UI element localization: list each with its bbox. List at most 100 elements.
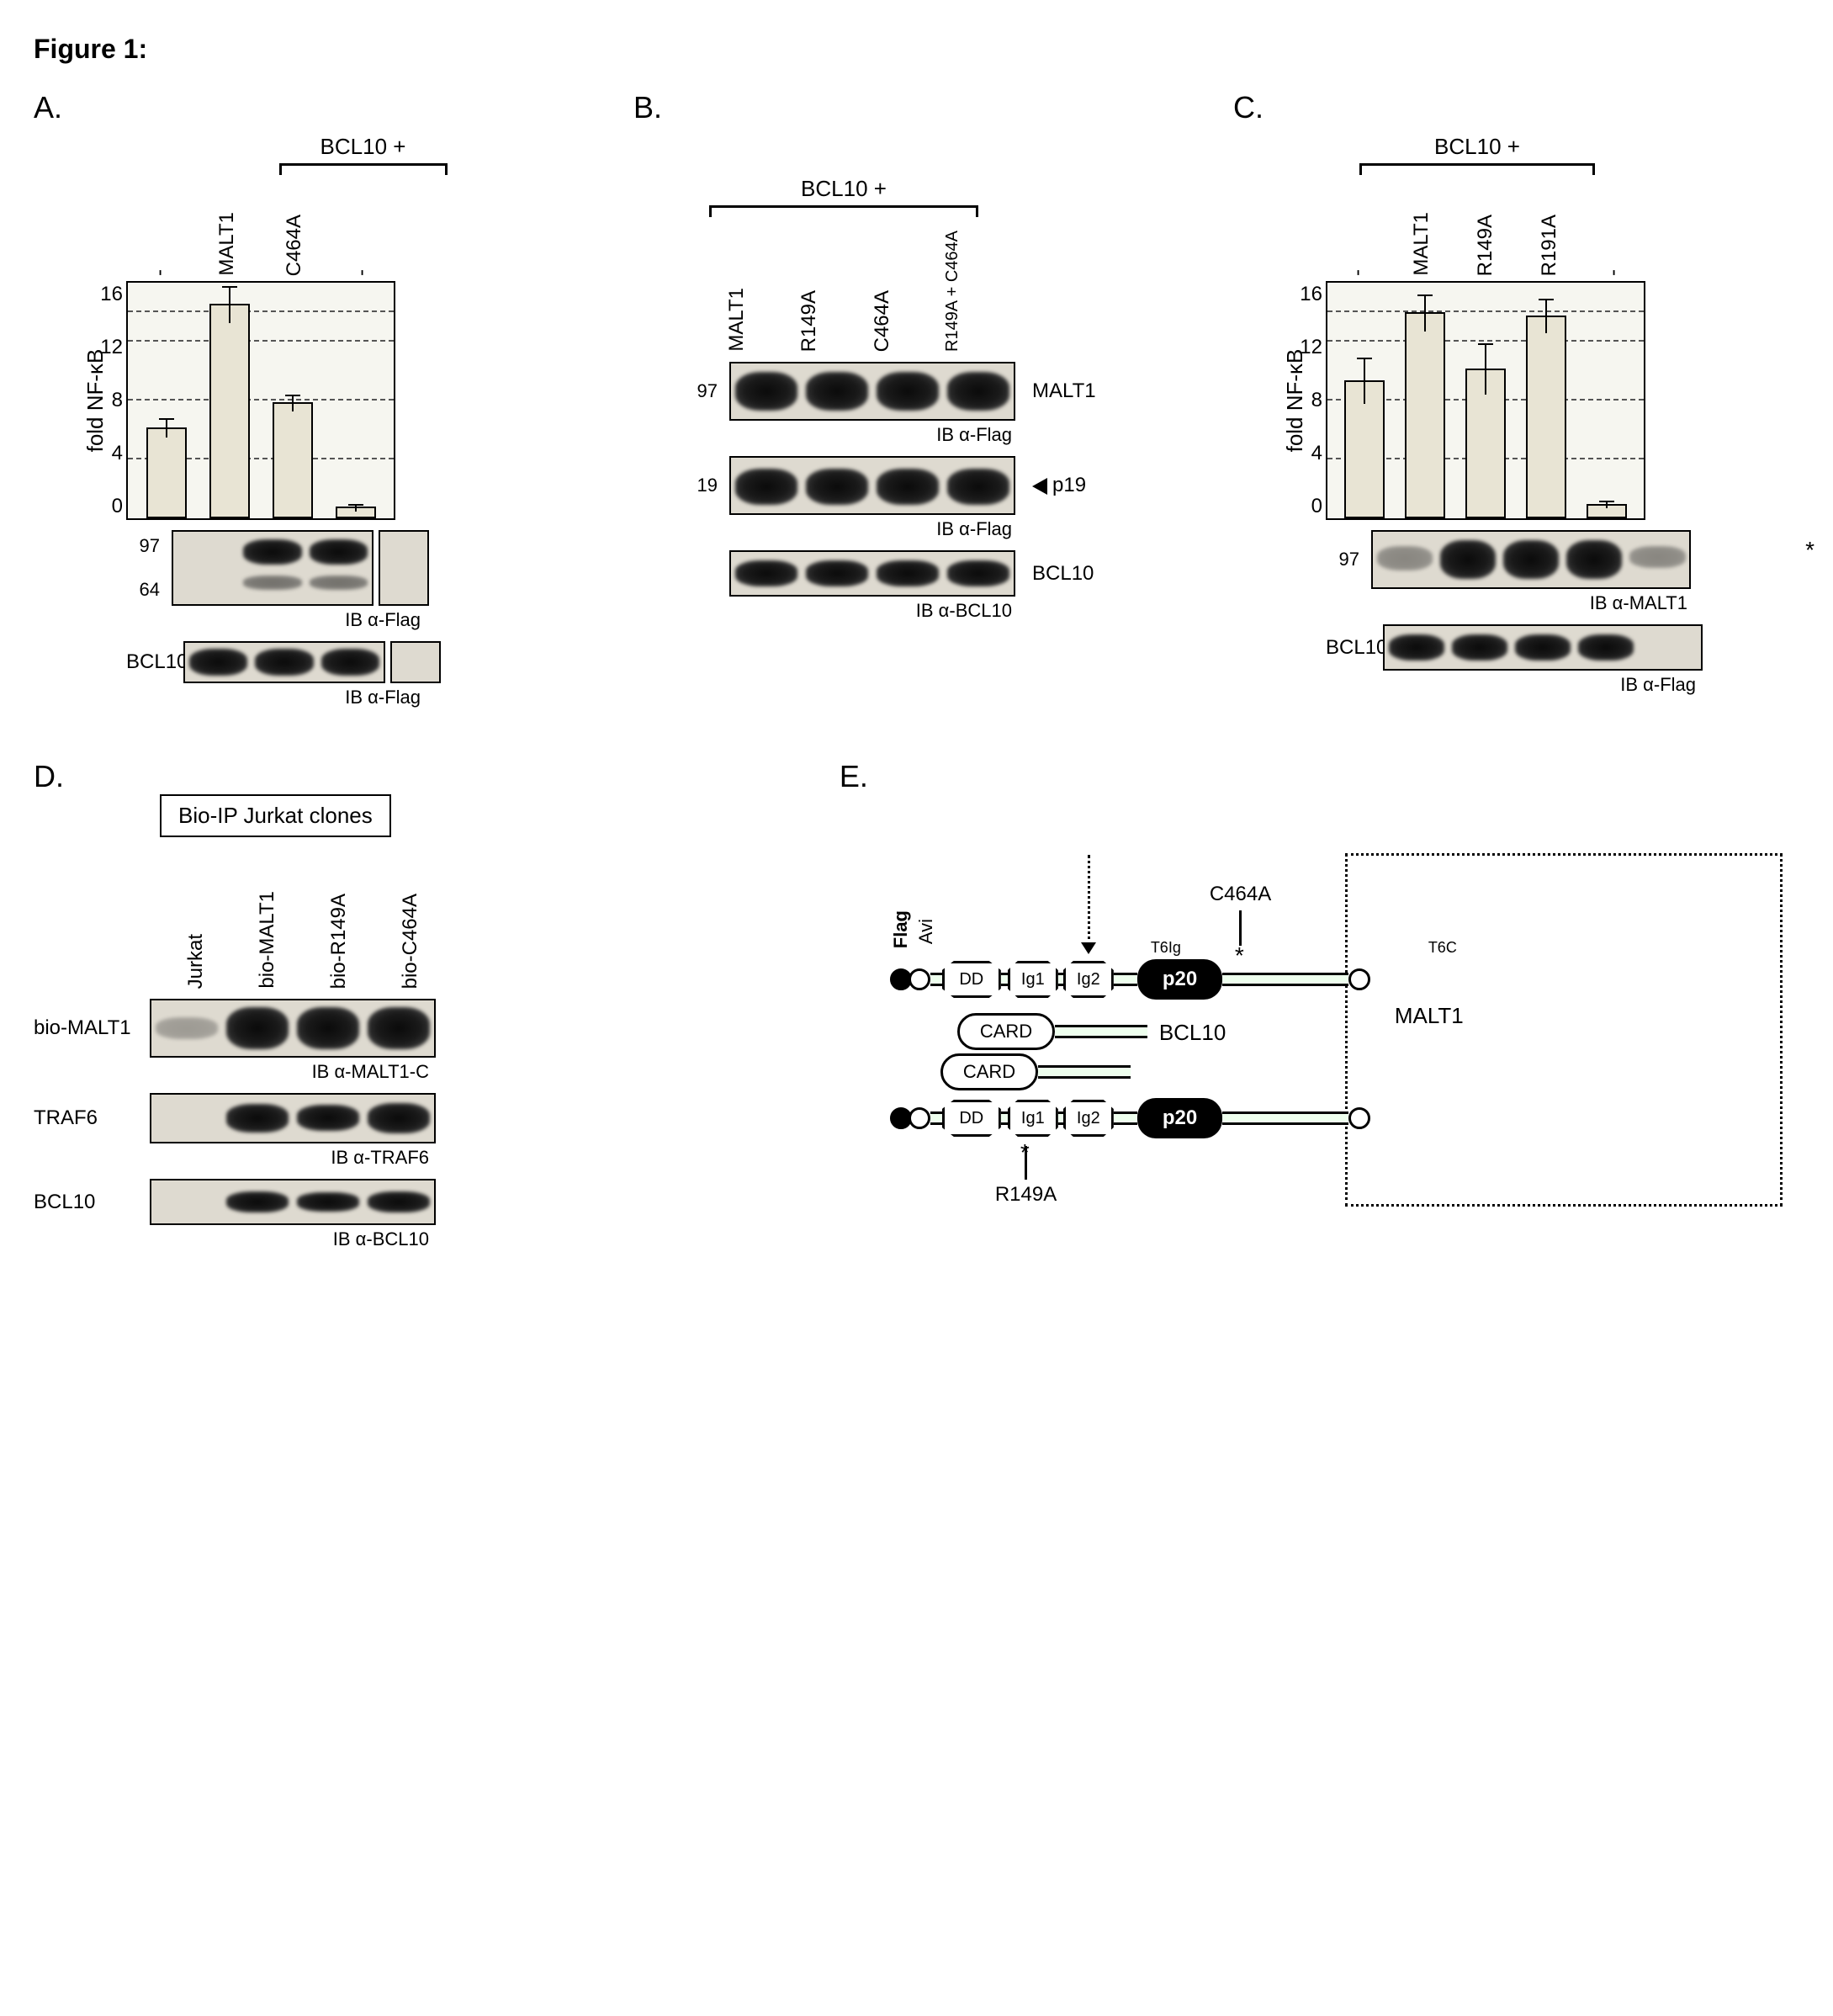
arrowhead-icon [1081, 942, 1096, 954]
mutation-line [1025, 1146, 1027, 1180]
bcl10-label: BCL10 [1159, 1020, 1226, 1046]
blot-caption: IB α-Flag [1326, 674, 1696, 696]
bracket [709, 205, 978, 217]
mw-marker: 19 [684, 475, 723, 496]
blot-d3 [150, 1179, 436, 1225]
tag-label: Flag [890, 910, 912, 948]
bcl10-top: CARD [957, 1013, 1147, 1050]
blot-a1-ctrl [379, 530, 429, 606]
cond-label: - [1346, 269, 1369, 276]
barchart-c: fold NF-κB 1612840 [1326, 281, 1645, 520]
blot-c1 [1371, 530, 1691, 589]
bar [146, 427, 187, 519]
cond-label: MALT1 [215, 212, 239, 276]
panel-c: C. BCL10 + - MALT1 R149A R191A - fold NF… [1233, 90, 1799, 708]
panel-d-letter: D. [34, 759, 772, 794]
cond-label: R191A [1538, 215, 1561, 276]
panel-d-box-title: Bio-IP Jurkat clones [160, 794, 391, 837]
cond-label: MALT1 [1410, 212, 1433, 276]
domain-ig2: Ig2 [1063, 1100, 1114, 1137]
cond-label: R149A + C464A [943, 231, 962, 352]
domain-ig1: Ig1 [1008, 1100, 1058, 1137]
blot-caption: IB α-MALT1 [1326, 592, 1687, 614]
panel-a-header: BCL10 + [254, 134, 473, 160]
cond-label: - [148, 269, 172, 276]
blot-b1 [729, 362, 1015, 421]
mw-marker: 97 [1326, 549, 1364, 570]
row-label: BCL10 [1326, 636, 1376, 660]
dashed-box [1345, 853, 1783, 1207]
cond-label: MALT1 [725, 288, 749, 352]
row-label: MALT1 [1032, 379, 1096, 403]
lane-label: bio-MALT1 [256, 891, 279, 989]
mw-marker: 97 [684, 380, 723, 402]
blot-caption: IB α-Flag [126, 609, 421, 631]
bracket [279, 163, 448, 175]
panel-c-letter: C. [1233, 90, 1799, 125]
bar [1465, 369, 1506, 519]
row-label: TRAF6 [34, 1106, 143, 1130]
bar [1526, 316, 1566, 519]
cond-label: R149A [797, 290, 821, 352]
domain-p20: p20 [1137, 959, 1222, 1000]
row-label-p19: p19 [1032, 474, 1086, 497]
mutation-line [1239, 910, 1242, 946]
cond-label: C464A [283, 215, 306, 276]
mw-marker: 97 [126, 535, 165, 557]
bar [1405, 312, 1445, 518]
panel-b-header: BCL10 + [701, 176, 987, 202]
panel-e-letter: E. [840, 759, 1799, 794]
domain-dd: DD [942, 1100, 1001, 1137]
cond-label: - [1602, 269, 1625, 276]
panel-a-letter: A. [34, 90, 600, 125]
bracket [1359, 163, 1595, 175]
blot-b3 [729, 550, 1015, 597]
malt1-top-schematic: DD Ig1 Ig2 p20 [890, 958, 1370, 1000]
bar [1587, 504, 1627, 519]
diagram-e: Flag Avi C464A * DD Ig1 Ig2 p20 [840, 794, 1799, 1232]
bar [1344, 380, 1385, 519]
lane-label: bio-C464A [399, 894, 422, 989]
blot-d2 [150, 1093, 436, 1143]
tag-label: Avi [915, 919, 937, 944]
bcl10-bottom: CARD [940, 1053, 1131, 1090]
mutation-label: R149A [995, 1183, 1057, 1207]
row-label: bio-MALT1 [34, 1016, 143, 1040]
traf-site-label: T6Ig [1151, 939, 1181, 957]
arrow-icon [1032, 478, 1047, 495]
domain-ig1: Ig1 [1008, 961, 1058, 998]
cond-label: C464A [871, 290, 894, 352]
blot-caption: IB α-Flag [126, 687, 421, 708]
lane-label: Jurkat [184, 934, 208, 989]
panel-b: B. BCL10 + MALT1 R149A C464A R149A + C46… [633, 90, 1200, 708]
blot-a2-ctrl [390, 641, 441, 683]
blot-a2-main [183, 641, 385, 683]
blot-c2 [1383, 624, 1703, 671]
cond-label: R149A [1474, 215, 1497, 276]
malt1-bottom-schematic: DD Ig1 Ig2 p20 [890, 1097, 1370, 1139]
t6c-icon [1348, 968, 1370, 990]
blot-b2 [729, 456, 1015, 515]
panel-c-header: BCL10 + [1343, 134, 1612, 160]
malt1-label: MALT1 [1395, 1003, 1464, 1029]
row-label: BCL10 [34, 1191, 143, 1214]
blot-caption: IB α-Flag [684, 518, 1012, 540]
y-axis-ticks: 1612840 [86, 283, 123, 518]
domain-p20: p20 [1137, 1098, 1222, 1138]
traf-site-label: T6C [1428, 939, 1457, 957]
blot-caption: IB α-Flag [684, 424, 1012, 446]
blot-caption: IB α-MALT1-C [34, 1061, 429, 1083]
bar [336, 507, 376, 518]
panel-a: A. BCL10 + - MALT1 C464A - fold NF-κB 16… [34, 90, 600, 708]
y-axis-ticks: 1612840 [1285, 283, 1322, 518]
blot-caption: IB α-BCL10 [34, 1228, 429, 1250]
barchart-a: fold NF-κB 1612840 [126, 281, 395, 520]
mutation-label: C464A [1210, 883, 1271, 906]
avi-tag-icon [909, 1107, 930, 1129]
avi-tag-icon [909, 968, 930, 990]
asterisk: * [1805, 537, 1814, 564]
card-domain: CARD [957, 1013, 1055, 1050]
bar [273, 402, 313, 518]
t6c-icon [1348, 1107, 1370, 1129]
bar [209, 304, 250, 519]
